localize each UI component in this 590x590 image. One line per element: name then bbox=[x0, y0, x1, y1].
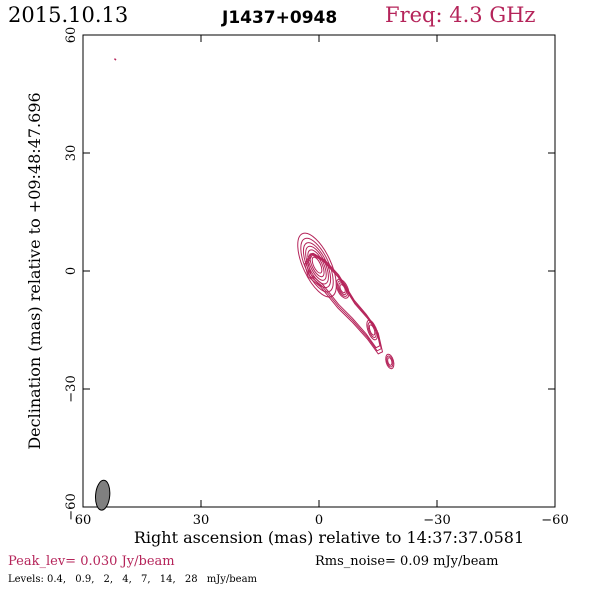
stray-contour-point bbox=[113, 58, 117, 61]
contour-jet-knot-2 bbox=[367, 322, 377, 338]
contour-jet-knot-1 bbox=[336, 280, 349, 297]
observation-date: 2015.10.13 bbox=[8, 3, 129, 27]
x-tick-label: 60 bbox=[75, 513, 92, 528]
contour-jet-knot-3 bbox=[385, 353, 395, 370]
freq-unit: GHz bbox=[489, 3, 536, 27]
contour-jet-knot-1 bbox=[335, 278, 350, 299]
levels-unit: mJy/beam bbox=[206, 574, 258, 585]
levels-values: 0.4, 0.9, 2, 4, 7, 14, 28 bbox=[47, 574, 204, 585]
contour-core bbox=[305, 245, 329, 285]
freq-value: 4.3 bbox=[449, 3, 483, 27]
y-tick-label: −60 bbox=[64, 493, 79, 520]
x-tick-label: 30 bbox=[193, 513, 210, 528]
contour-core bbox=[297, 232, 337, 298]
x-tick-label: −60 bbox=[541, 513, 568, 528]
level-value: 7, bbox=[137, 574, 151, 585]
frequency-label: Freq: 4.3 GHz bbox=[385, 2, 536, 28]
freq-label: Freq: bbox=[385, 3, 443, 27]
y-tick-label: 30 bbox=[64, 145, 79, 162]
contour-levels: Levels: 0.4, 0.9, 2, 4, 7, 14, 28 mJy/be… bbox=[8, 574, 257, 585]
contour-jet-knot-1 bbox=[339, 284, 346, 294]
contour-envelope bbox=[304, 253, 384, 355]
y-axis-label: Declination (mas) relative to +09:48:47.… bbox=[25, 92, 44, 449]
level-value: 14, bbox=[156, 574, 176, 585]
contour-core bbox=[311, 256, 323, 274]
peak-level: Peak_lev= 0.030 Jy/beam bbox=[8, 554, 175, 569]
contour-jet-knot-2 bbox=[368, 324, 376, 336]
contour-jet-knot-1 bbox=[338, 282, 347, 296]
x-tick-label: 0 bbox=[315, 513, 323, 528]
contour-core bbox=[309, 252, 325, 278]
rms-noise: Rms_noise= 0.09 mJy/beam bbox=[315, 554, 499, 569]
contour-jet-knot-3 bbox=[386, 355, 394, 368]
rms-value: 0.09 bbox=[400, 554, 429, 569]
peak-value: 0.030 bbox=[80, 554, 118, 569]
contour-core bbox=[300, 237, 334, 293]
plot-frame bbox=[82, 34, 556, 508]
beam-ellipse bbox=[94, 479, 111, 511]
peak-unit: Jy/beam bbox=[121, 554, 175, 569]
y-tick-label: −30 bbox=[64, 375, 79, 402]
level-value: 0.9, bbox=[72, 574, 95, 585]
levels-label: Levels: bbox=[8, 574, 44, 585]
contour-jet-knot-2 bbox=[366, 319, 378, 341]
level-value: 2, bbox=[100, 574, 114, 585]
rms-unit: mJy/beam bbox=[433, 554, 499, 569]
x-axis-label: Right ascension (mas) relative to 14:37:… bbox=[134, 528, 524, 547]
rms-label: Rms_noise= bbox=[315, 554, 396, 569]
peak-label: Peak_lev= bbox=[8, 554, 77, 569]
y-tick-label: 60 bbox=[64, 27, 79, 44]
source-name: J1437+0948 bbox=[222, 8, 338, 28]
contour-core bbox=[302, 242, 332, 289]
level-value: 4, bbox=[119, 574, 132, 585]
level-value: 0.4, bbox=[47, 574, 67, 585]
contour-core bbox=[307, 249, 327, 281]
contour-jet-knot-3 bbox=[387, 357, 393, 366]
x-tick-label: −30 bbox=[423, 513, 450, 528]
level-value: 28 bbox=[181, 574, 198, 585]
y-tick-label: 0 bbox=[64, 267, 79, 275]
